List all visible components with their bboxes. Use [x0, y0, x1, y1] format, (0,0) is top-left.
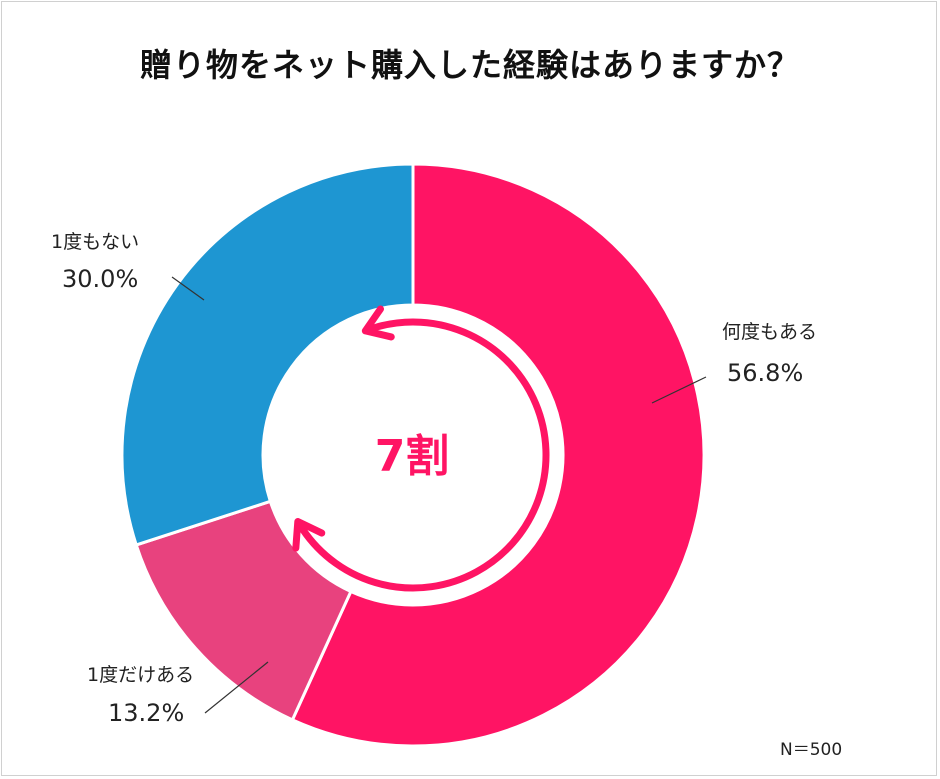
- slice-value-once: 13.2%: [108, 699, 185, 727]
- slice-label-once: 1度だけある: [87, 664, 195, 686]
- cycle-arrowhead-left: [292, 518, 326, 552]
- chart-title: 贈り物をネット購入した経験はありますか？: [139, 46, 800, 84]
- slice-never: [120, 162, 415, 547]
- slice-value-never: 30.0%: [62, 265, 139, 293]
- slice-label-multiple-times: 何度もある: [722, 321, 818, 343]
- center-label: 7割: [374, 431, 450, 482]
- cycle-arrowhead-top: [361, 305, 395, 341]
- cycle-arrow-icon: [292, 305, 550, 592]
- leader-line-once: [204, 661, 269, 714]
- slice-multiple-times: [290, 162, 706, 748]
- donut-slices: [120, 162, 706, 748]
- cycle-arrow-arc: [299, 318, 550, 592]
- sample-size-note: N＝500: [780, 740, 843, 760]
- leader-line-never: [171, 276, 205, 301]
- leader-lines: [171, 276, 707, 714]
- leader-line-multiple-times: [651, 376, 707, 404]
- slice-label-never: 1度もない: [51, 231, 140, 253]
- slice-value-multiple-times: 56.8%: [727, 359, 804, 387]
